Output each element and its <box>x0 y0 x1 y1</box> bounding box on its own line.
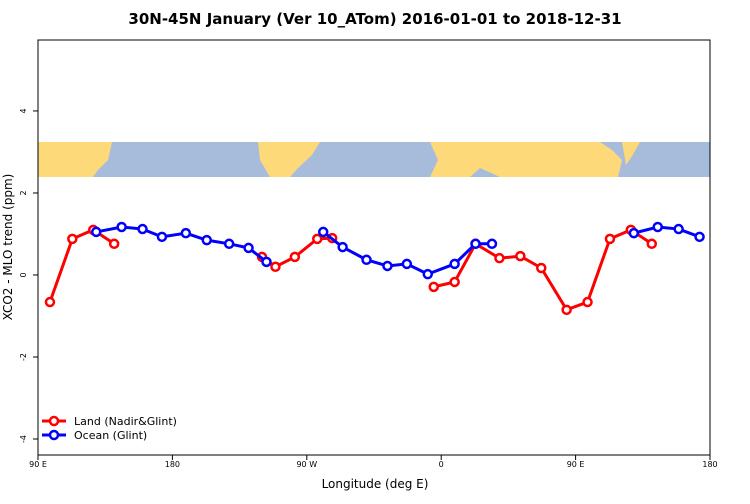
chart-title: 30N-45N January (Ver 10_ATom) 2016-01-01… <box>128 10 621 28</box>
point <box>449 276 460 288</box>
point <box>67 233 78 245</box>
point <box>361 254 372 266</box>
point <box>289 251 301 263</box>
point <box>561 304 572 316</box>
point <box>694 231 705 243</box>
x-tick-label: 180 <box>165 460 180 469</box>
point <box>261 256 272 268</box>
y-tick-label: -2 <box>19 353 28 361</box>
legend-marker <box>48 415 60 427</box>
point <box>223 238 235 250</box>
legend-marker <box>48 429 60 441</box>
point <box>382 260 393 272</box>
y-axis-label: XCO2 - MLO trend (ppm) <box>1 174 15 321</box>
point <box>312 233 323 245</box>
point <box>422 268 434 280</box>
series-line <box>48 228 653 312</box>
point <box>201 234 212 246</box>
point <box>628 227 640 239</box>
point <box>108 238 120 250</box>
x-tick-label: 90 E <box>567 460 585 469</box>
point <box>337 241 348 253</box>
legend-label: Land (Nadir&Glint) <box>74 415 177 428</box>
point <box>401 258 413 270</box>
point <box>582 296 593 308</box>
point <box>652 221 663 233</box>
point <box>515 250 526 262</box>
point <box>449 258 460 270</box>
point <box>116 221 127 233</box>
y-tick-label: 2 <box>19 190 28 195</box>
point <box>243 242 254 254</box>
point <box>317 226 329 238</box>
x-tick-label: 90 W <box>296 460 317 469</box>
point <box>44 296 56 308</box>
point <box>270 261 281 273</box>
point <box>486 238 498 250</box>
map-strip <box>38 142 710 177</box>
x-tick-label: 0 <box>439 460 444 469</box>
point <box>673 223 684 235</box>
point <box>470 238 481 250</box>
point <box>604 233 616 245</box>
plot-frame <box>37 39 711 456</box>
point <box>428 281 439 293</box>
point <box>494 252 505 264</box>
x-axis-label: Longitude (deg E) <box>322 477 429 491</box>
y-tick-label: -4 <box>19 435 28 443</box>
point <box>90 226 102 238</box>
legend-label: Ocean (Glint) <box>74 429 147 442</box>
x-tick-label: 90 E <box>29 460 47 469</box>
point <box>180 227 192 239</box>
y-tick-label: 0 <box>19 272 28 277</box>
point <box>137 223 148 235</box>
point <box>536 262 547 274</box>
point <box>646 238 658 250</box>
y-tick-label: 4 <box>19 108 28 113</box>
point <box>156 231 168 243</box>
x-tick-label: 180 <box>702 460 717 469</box>
